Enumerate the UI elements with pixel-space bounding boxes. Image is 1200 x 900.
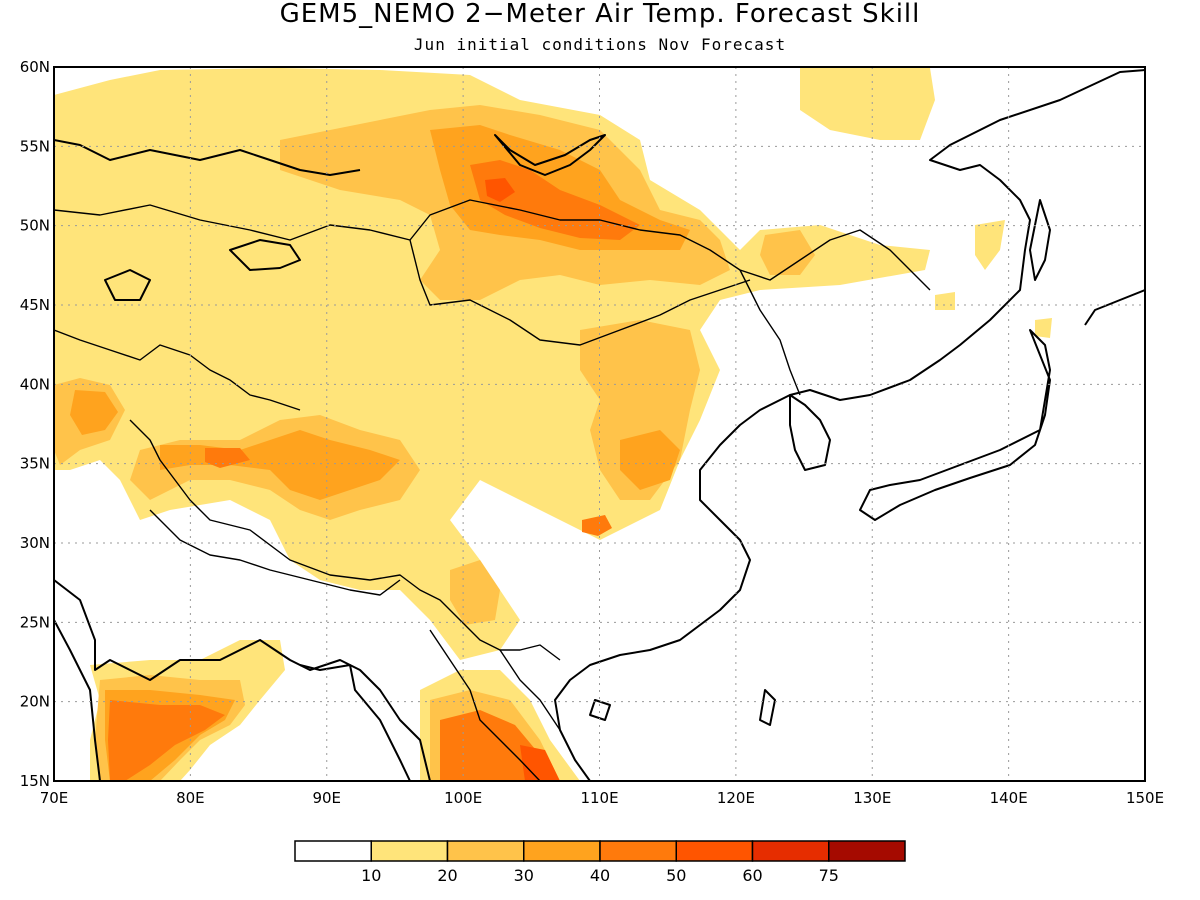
- lon-tick-label: 100E: [444, 789, 482, 807]
- figure-title: GEM5_NEMO 2−Meter Air Temp. Forecast Ski…: [280, 0, 921, 29]
- lon-tick-label: 150E: [1126, 789, 1164, 807]
- coast-caspian-hint: [54, 139, 361, 176]
- colorbar-swatch: [675, 840, 754, 862]
- skill-area-northeast: [800, 68, 1052, 338]
- skill-area-east-mongolia: [760, 230, 815, 275]
- coast-japan: [859, 329, 1051, 521]
- lat-tick-label: 30N: [20, 534, 50, 552]
- lat-tick-label: 15N: [20, 772, 50, 790]
- colorbar-swatch: [370, 840, 449, 862]
- skill-area-tibet-hot: [205, 448, 250, 468]
- colorbar: 10 20 30 40 50 60 75: [294, 840, 906, 885]
- colorbar-label: 30: [514, 866, 534, 885]
- coast-taiwan: [759, 689, 776, 726]
- lon-tick-label: 90E: [312, 789, 341, 807]
- skill-area-indochina-peak: [520, 745, 560, 781]
- coast-korea: [789, 394, 831, 471]
- border-northeast: [739, 269, 801, 396]
- border-russia-south: [54, 199, 931, 291]
- border-mongolia: [409, 239, 751, 346]
- figure-subtitle: Jun initial conditions Nov Forecast: [414, 35, 786, 54]
- coast-hainan: [589, 699, 611, 721]
- lat-tick-label: 60N: [20, 58, 50, 76]
- colorbar-swatch: [294, 840, 372, 862]
- colorbar-swatch: [751, 840, 830, 862]
- lon-tick-label: 80E: [176, 789, 205, 807]
- colorbar-swatch: [523, 840, 601, 862]
- coast-aral-hint: [104, 269, 151, 301]
- lat-tick-label: 20N: [20, 693, 50, 711]
- map-area: [54, 67, 1145, 781]
- skill-area-shanxi: [620, 430, 680, 490]
- coast-kamchatka-hint: [1084, 289, 1145, 326]
- colorbar-label: 50: [666, 866, 686, 885]
- coast-sakhalin: [1029, 199, 1051, 281]
- skill-area-tibet-mid: [160, 430, 400, 500]
- lon-tick-label: 120E: [717, 789, 755, 807]
- lat-tick-label: 50N: [20, 217, 50, 235]
- coast-lake-baikal: [494, 134, 606, 176]
- coast-india: [54, 579, 431, 781]
- lat-tick-label: 45N: [20, 296, 50, 314]
- coastlines: [54, 69, 1145, 781]
- lon-tick-label: 130E: [853, 789, 891, 807]
- lon-tick-label: 140E: [990, 789, 1028, 807]
- colorbar-swatch: [599, 840, 677, 862]
- lat-tick-labels: 60N 55N 50N 45N 40N 35N 30N 25N 20N 15N: [20, 58, 50, 790]
- lon-tick-label: 70E: [40, 789, 69, 807]
- coast-bay-of-bengal: [299, 664, 411, 781]
- skill-shading: [54, 68, 1052, 781]
- colorbar-label: 75: [819, 866, 839, 885]
- skill-area-pamir-core: [70, 390, 118, 435]
- skill-area-yunnan: [450, 560, 500, 625]
- skill-area-baikal-peak: [485, 178, 515, 202]
- colorbar-label: 40: [590, 866, 610, 885]
- colorbar-swatch: [828, 840, 906, 862]
- lat-tick-label: 25N: [20, 613, 50, 631]
- lon-tick-labels: 70E 80E 90E 100E 110E 120E 130E 140E 150E: [40, 789, 1164, 807]
- skill-area-siberia: [54, 68, 930, 660]
- border-indochina: [429, 629, 561, 781]
- colorbar-label: 10: [361, 866, 381, 885]
- lat-tick-label: 55N: [20, 137, 50, 155]
- lat-tick-label: 35N: [20, 455, 50, 473]
- skill-area-india-hot: [108, 700, 225, 781]
- lon-tick-label: 110E: [580, 789, 618, 807]
- colorbar-swatch: [446, 840, 525, 862]
- colorbar-label: 20: [437, 866, 457, 885]
- coast-lake-balkhash: [229, 239, 301, 271]
- lat-tick-label: 40N: [20, 375, 50, 393]
- map-frame: [53, 66, 1146, 782]
- skill-area-sichuan: [582, 515, 612, 536]
- lat-lon-grid: [54, 67, 1145, 781]
- colorbar-label: 60: [742, 866, 762, 885]
